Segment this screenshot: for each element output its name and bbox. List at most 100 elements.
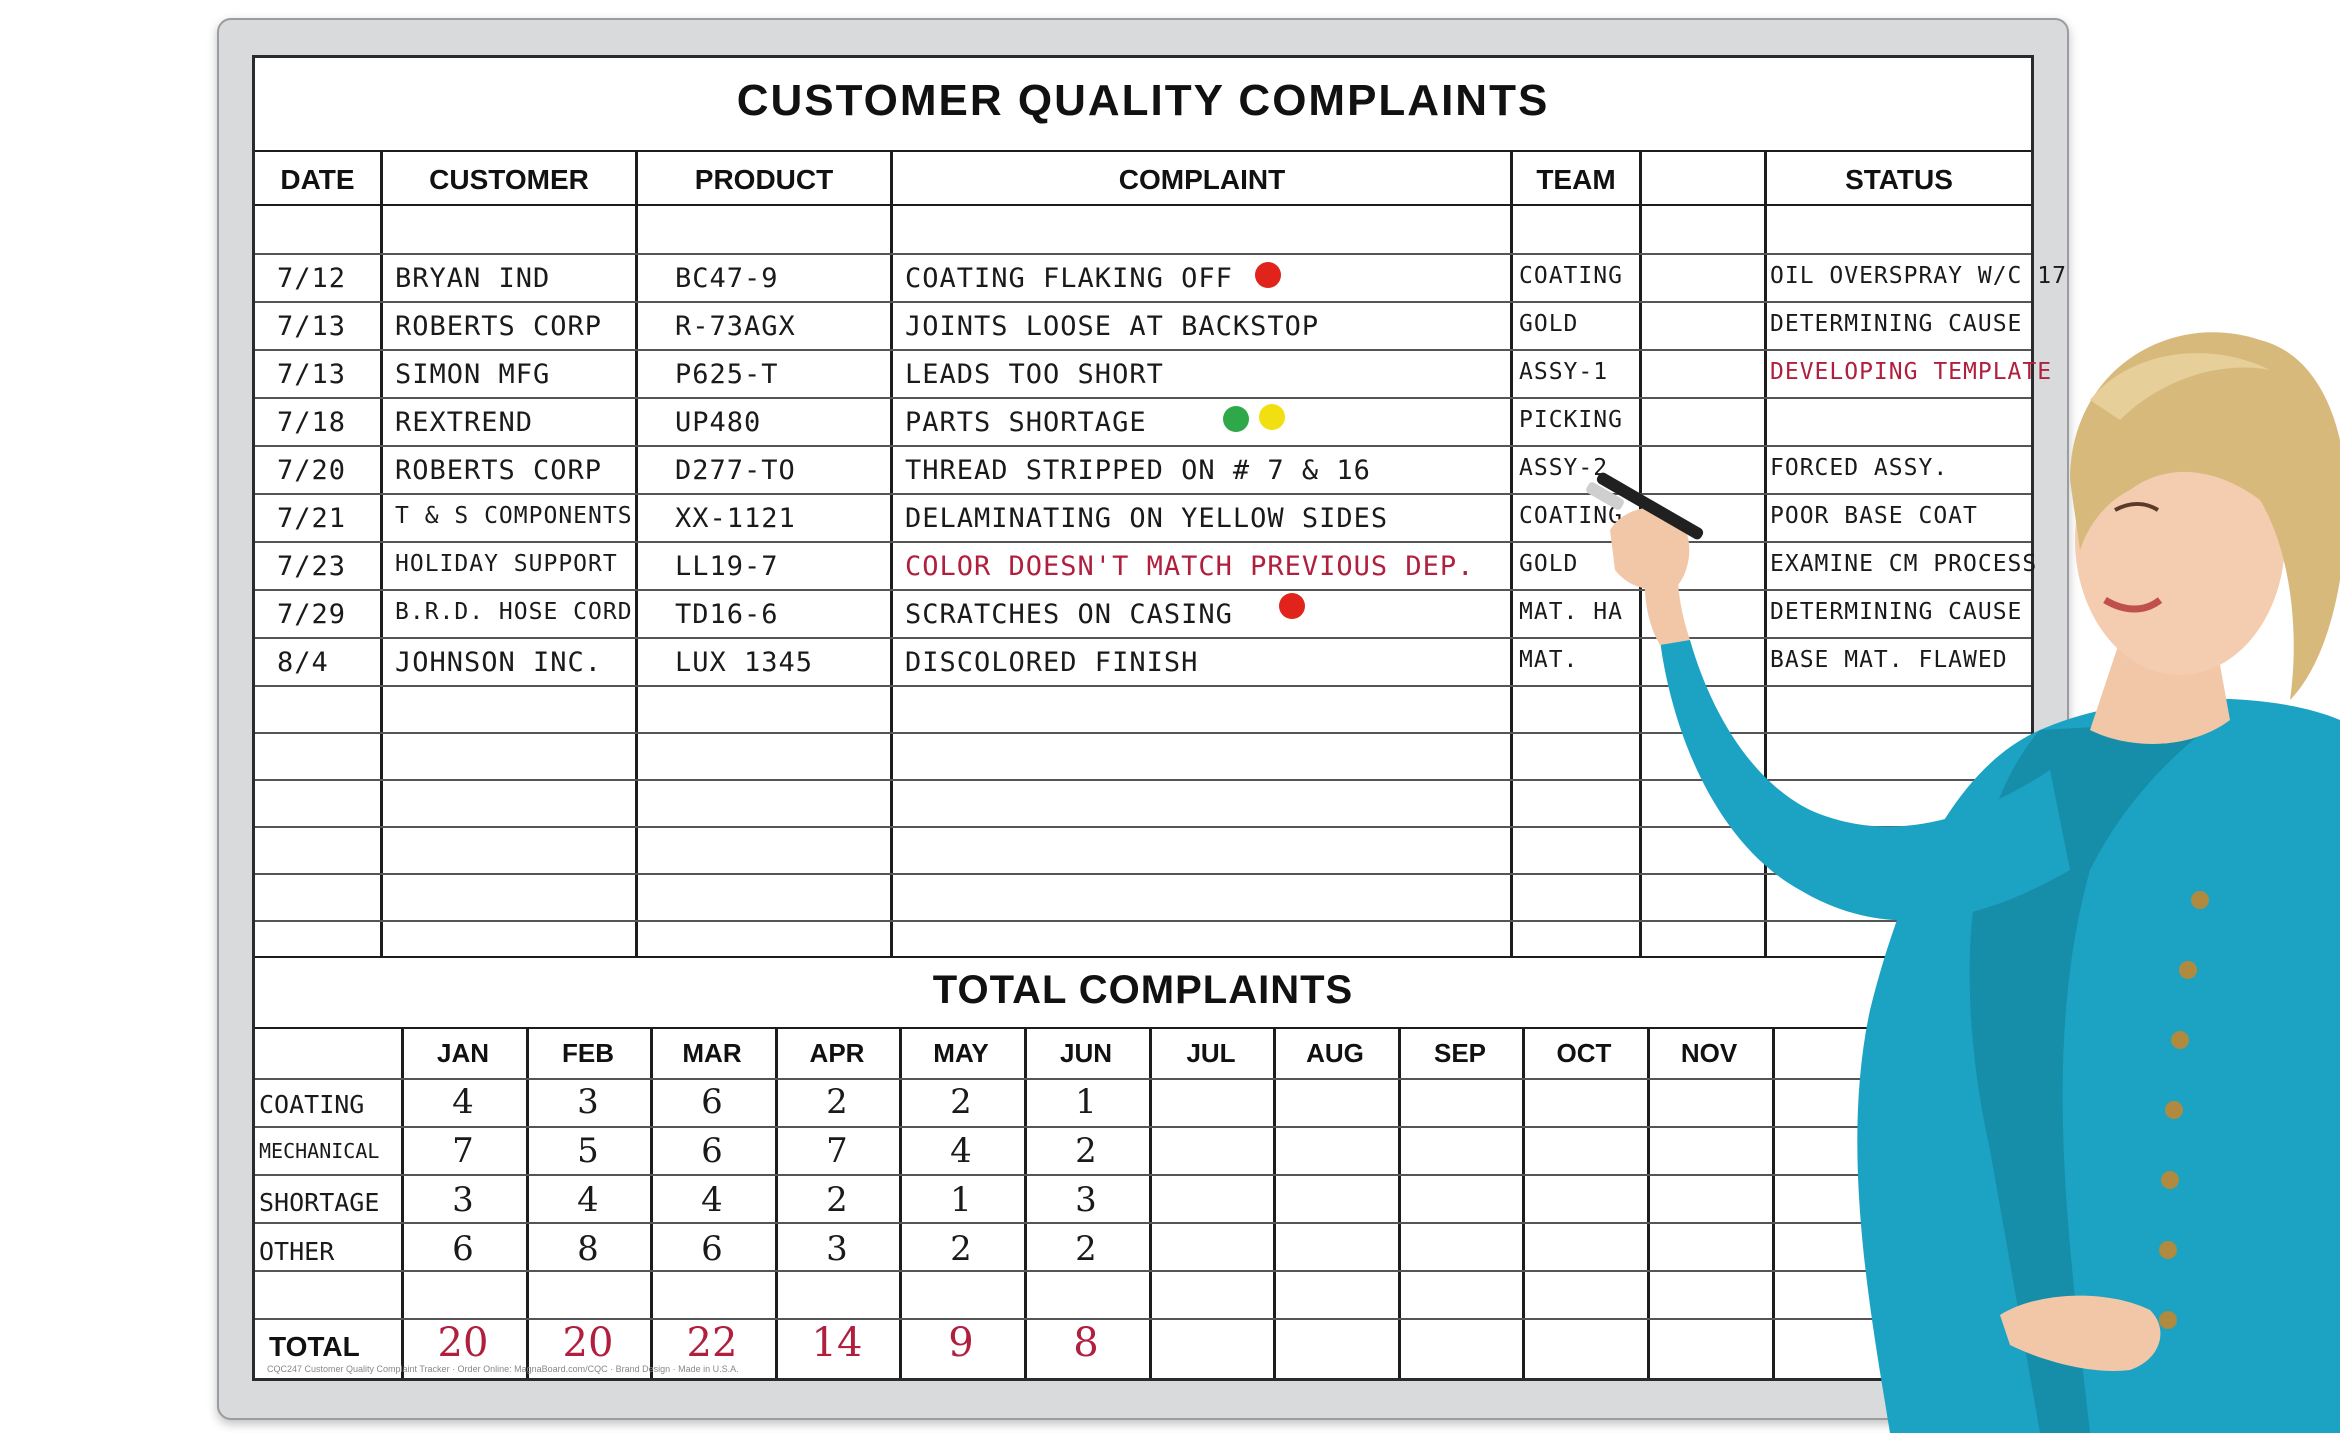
cell-status: DETERMINING CAUSE	[1770, 599, 2023, 625]
count-cell: 7	[452, 1131, 474, 1171]
presenter-woman	[1586, 332, 2340, 1433]
count-cell: 3	[577, 1082, 599, 1122]
category-label: OTHER	[259, 1237, 335, 1266]
cell-team: GOLD	[1519, 551, 1579, 577]
col-divider	[890, 150, 893, 956]
row-line	[255, 637, 2031, 639]
cell-complaint: SCRATCHES ON CASING	[905, 599, 1233, 630]
cell-customer: HOLIDAY SUPPORT	[395, 551, 618, 577]
cell-complaint: THREAD STRIPPED ON # 7 & 16	[905, 455, 1371, 486]
month-header: JAN	[436, 1038, 489, 1068]
cell-customer: ROBERTS CORP	[395, 455, 603, 486]
month-header: OCT	[1556, 1038, 1612, 1068]
cell-team: ASSY-1	[1519, 359, 1609, 385]
cell-team: PICKING	[1519, 407, 1623, 433]
cell-team: MAT.	[1519, 647, 1579, 673]
yellow-status-dot	[1259, 404, 1285, 430]
count-cell: 2	[950, 1082, 972, 1122]
month-header: APR	[809, 1038, 865, 1068]
row-line	[255, 826, 2031, 828]
totals-title: TOTAL COMPLAINTS	[932, 968, 1354, 1012]
count-cell: 6	[452, 1229, 474, 1269]
months-top-line	[255, 1027, 2031, 1029]
count-cell: 3	[452, 1180, 474, 1220]
cell-customer: T & S COMPONENTS	[395, 503, 633, 529]
board-title: CUSTOMER QUALITY COMPLAINTS	[736, 76, 1550, 125]
month-total: 14	[811, 1320, 863, 1366]
cell-product: TD16-6	[675, 599, 779, 630]
header-top-line	[255, 150, 2031, 152]
count-cell: 1	[1075, 1082, 1097, 1122]
totals-col-divider	[1149, 1027, 1152, 1378]
cell-status: DEVELOPING TEMPLATE	[1770, 359, 2053, 385]
row-line	[255, 589, 2031, 591]
cell-product: LL19-7	[675, 551, 779, 582]
count-cell: 8	[577, 1229, 599, 1269]
totals-row-line	[255, 1126, 2031, 1128]
count-cell: 2	[826, 1180, 848, 1220]
cell-date: 7/13	[277, 359, 347, 390]
col-divider	[1510, 150, 1513, 956]
row-line	[255, 301, 2031, 303]
cell-product: LUX 1345	[675, 647, 814, 678]
cell-product: UP480	[675, 407, 762, 438]
cell-complaint: PARTS SHORTAGE	[905, 407, 1147, 438]
cell-date: 7/20	[277, 455, 347, 486]
header-team: TEAM	[1536, 164, 1616, 195]
month-total: 20	[437, 1320, 489, 1366]
totals-col-divider	[1647, 1027, 1650, 1378]
header-product: PRODUCT	[694, 164, 834, 195]
header-date: DATE	[280, 164, 355, 195]
totals-top-line	[255, 956, 2031, 958]
header-bottom-line	[255, 204, 2031, 206]
row-line	[255, 541, 2031, 543]
count-cell: 3	[1075, 1180, 1097, 1220]
count-cell: 5	[577, 1131, 599, 1171]
month-header: SEP	[1433, 1038, 1487, 1068]
cell-complaint: DISCOLORED FINISH	[905, 647, 1199, 678]
cell-team: ASSY-2	[1519, 455, 1609, 481]
category-label: MECHANICAL	[259, 1139, 380, 1163]
red-status-dot	[1279, 593, 1305, 619]
cell-customer: ROBERTS CORP	[395, 311, 603, 342]
cell-status: DETERMINING CAUSE	[1770, 311, 2023, 337]
count-cell: 1	[950, 1180, 972, 1220]
month-header: FEB	[562, 1038, 614, 1068]
count-cell: 6	[701, 1229, 723, 1269]
cell-status: POOR BASE COAT	[1770, 503, 1978, 529]
count-cell: 6	[701, 1082, 723, 1122]
month-header: AUG	[1306, 1038, 1364, 1068]
row-line	[255, 253, 2031, 255]
row-line	[255, 397, 2031, 399]
header-status: STATUS	[1845, 164, 1953, 195]
month-header: JUL	[1186, 1038, 1236, 1068]
totals-col-divider	[1772, 1027, 1775, 1378]
row-line	[255, 445, 2031, 447]
cell-status: BASE MAT. FLAWED	[1770, 647, 2008, 673]
cell-product: XX-1121	[675, 503, 796, 534]
cell-complaint: DELAMINATING ON YELLOW SIDES	[905, 503, 1389, 534]
totals-row-line	[255, 1174, 2031, 1176]
count-cell: 4	[701, 1180, 723, 1220]
cell-date: 7/29	[277, 599, 347, 630]
month-header: JUN	[1059, 1038, 1112, 1068]
cell-customer: BRYAN IND	[395, 263, 551, 294]
count-cell: 3	[826, 1229, 848, 1269]
cell-date: 7/21	[277, 503, 347, 534]
cell-team: COATING	[1519, 263, 1623, 289]
category-label: SHORTAGE	[259, 1188, 380, 1217]
cell-date: 7/23	[277, 551, 347, 582]
cell-date: 7/18	[277, 407, 347, 438]
totals-col-divider	[526, 1027, 529, 1378]
category-label: COATING	[259, 1090, 365, 1119]
row-line	[255, 493, 2031, 495]
red-status-dot	[1255, 262, 1281, 288]
totals-col-divider	[1024, 1027, 1027, 1378]
totals-col-divider	[899, 1027, 902, 1378]
cell-status: FORCED ASSY.	[1770, 455, 1949, 481]
cell-customer: REXTREND	[395, 407, 534, 438]
row-line	[255, 873, 2031, 875]
totals-col-divider	[650, 1027, 653, 1378]
col-divider	[635, 150, 638, 956]
cell-date: 8/4	[277, 647, 329, 678]
